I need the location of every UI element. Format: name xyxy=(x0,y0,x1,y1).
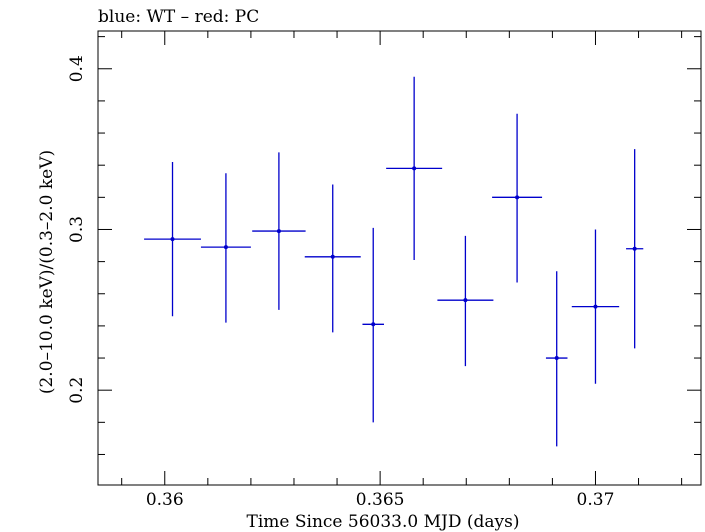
y-tick-label: 0.2 xyxy=(67,377,87,404)
data-point xyxy=(276,229,281,234)
data-point xyxy=(632,246,637,251)
x-axis-label: Time Since 56033.0 MJD (days) xyxy=(247,512,520,532)
x-tick-label: 0.37 xyxy=(577,490,615,510)
data-point xyxy=(170,237,175,242)
x-axis: 0.36 0.365 0.37 xyxy=(121,31,683,510)
data-point xyxy=(515,195,520,200)
plot-frame xyxy=(97,30,702,486)
y-axis: 0.2 0.3 0.4 xyxy=(67,36,701,455)
data-series xyxy=(144,76,644,447)
x-tick-label: 0.36 xyxy=(146,490,184,510)
data-point xyxy=(412,166,417,171)
y-axis-label: (2.0–10.0 keV)/(0.3–2.0 keV) xyxy=(37,150,57,394)
x-tick-label: 0.365 xyxy=(356,490,405,510)
chart-title: blue: WT – red: PC xyxy=(98,7,259,27)
data-point xyxy=(593,304,598,309)
data-point xyxy=(330,254,335,259)
data-point xyxy=(554,356,559,361)
y-tick-label: 0.4 xyxy=(67,55,87,82)
data-point xyxy=(223,245,228,250)
data-point xyxy=(371,322,376,327)
data-point xyxy=(463,298,468,303)
y-tick-label: 0.3 xyxy=(67,216,87,243)
